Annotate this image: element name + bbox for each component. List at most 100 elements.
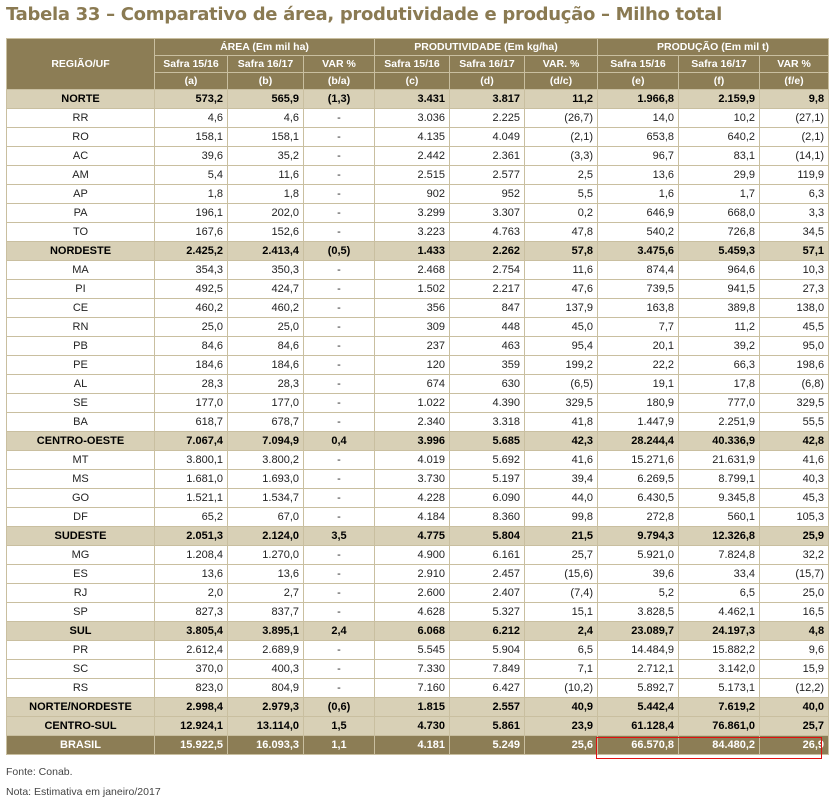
cell: 400,3: [227, 659, 304, 679]
header-letter-0: (a): [154, 72, 228, 90]
row-label: GO: [6, 488, 155, 508]
table-row-uf: RO 158,1 158,1-4.135 4.049 (2,1) 653,8 640,2 (2…: [6, 127, 830, 147]
cell: 20,1: [597, 336, 680, 356]
cell: 964,6: [678, 260, 761, 280]
row-label: MS: [6, 469, 155, 489]
row-label: ES: [6, 564, 155, 584]
cell: 11,2: [523, 89, 599, 109]
cell: 41,6: [759, 450, 830, 470]
cell: 2.612,4: [154, 640, 228, 660]
table-row-uf: AL 28,3 28,3-674 630 (6,5) 19,1 17,8 (6,8): [6, 374, 830, 394]
cell: 8.360: [449, 507, 525, 527]
cell: 2,4: [303, 621, 375, 641]
cell: -: [303, 393, 375, 413]
cell: 8.799,1: [678, 469, 761, 489]
cell: 25,0: [227, 317, 304, 337]
row-label: SUDESTE: [6, 526, 155, 546]
cell: -: [303, 659, 375, 679]
header-letter-8: (f/e): [759, 72, 830, 90]
cell: 6,5: [678, 583, 761, 603]
cell: 25,0: [759, 583, 830, 603]
header-group-production: PRODUÇÃO (Em mil t): [597, 38, 830, 56]
cell: 2,5: [523, 165, 599, 185]
cell: 96,7: [597, 146, 680, 166]
cell: 2.340: [374, 412, 450, 432]
cell: 167,6: [154, 222, 228, 242]
cell: 7.330: [374, 659, 450, 679]
cell: 329,5: [759, 393, 830, 413]
table-title: Tabela 33 – Comparativo de área, produti…: [6, 4, 722, 25]
header-sub-0: Safra 15/16: [154, 55, 228, 73]
cell: 119,9: [759, 165, 830, 185]
cell: 13,6: [154, 564, 228, 584]
cell: 2.557: [449, 697, 525, 717]
cell: 7,1: [523, 659, 599, 679]
cell: 540,2: [597, 222, 680, 242]
cell: 6.161: [449, 545, 525, 565]
cell: 1.433: [374, 241, 450, 261]
cell: 3.996: [374, 431, 450, 451]
cell: 7.824,8: [678, 545, 761, 565]
header-region: REGIÃO/UF: [6, 38, 155, 90]
table-row-uf: PE 184,6 184,6-120 359 199,2 22,2 66,3 198,6: [6, 355, 830, 375]
cell: 158,1: [154, 127, 228, 147]
cell: 460,2: [227, 298, 304, 318]
cell: 13.114,0: [227, 716, 304, 736]
cell: 2.998,4: [154, 697, 228, 717]
row-label: RN: [6, 317, 155, 337]
row-label: AP: [6, 184, 155, 204]
cell: 2.442: [374, 146, 450, 166]
cell: 1.447,9: [597, 412, 680, 432]
cell: 6,5: [523, 640, 599, 660]
cell: (2,1): [759, 127, 830, 147]
table-row-uf: PR 2.612,4 2.689,9-5.545 5.904 6,5 14.484,9 15…: [6, 640, 830, 660]
cell: 99,8: [523, 507, 599, 527]
cell: 5.249: [449, 735, 525, 755]
cell: 1,7: [678, 184, 761, 204]
cell: -: [303, 374, 375, 394]
cell: 6.430,5: [597, 488, 680, 508]
cell: 902: [374, 184, 450, 204]
cell: 2,7: [227, 583, 304, 603]
cell: 3.800,1: [154, 450, 228, 470]
cell: 9.345,8: [678, 488, 761, 508]
cell: -: [303, 469, 375, 489]
cell: 492,5: [154, 279, 228, 299]
table-row-uf: SP 827,3 837,7-4.628 5.327 15,1 3.828,5 4.462,…: [6, 602, 830, 622]
cell: 329,5: [523, 393, 599, 413]
cell: 47,8: [523, 222, 599, 242]
cell: 2.457: [449, 564, 525, 584]
cell: (2,1): [523, 127, 599, 147]
cell: -: [303, 317, 375, 337]
cell: 40,9: [523, 697, 599, 717]
cell: 45,5: [759, 317, 830, 337]
cell: -: [303, 412, 375, 432]
cell: 4.228: [374, 488, 450, 508]
cell: 40,3: [759, 469, 830, 489]
cell: 3.036: [374, 108, 450, 128]
cell: 1.022: [374, 393, 450, 413]
cell: (1,3): [303, 89, 375, 109]
cell: 5.459,3: [678, 241, 761, 261]
cell: 6.212: [449, 621, 525, 641]
cell: -: [303, 184, 375, 204]
cell: -: [303, 165, 375, 185]
cell: 47,6: [523, 279, 599, 299]
cell: (6,5): [523, 374, 599, 394]
cell: 35,2: [227, 146, 304, 166]
estimate-note: Nota: Estimativa em janeiro/2017: [6, 786, 161, 798]
row-label: BA: [6, 412, 155, 432]
cell: 5,4: [154, 165, 228, 185]
row-label: SE: [6, 393, 155, 413]
cell: 804,9: [227, 678, 304, 698]
cell: 2.217: [449, 279, 525, 299]
cell: 13,6: [597, 165, 680, 185]
cell: 2.124,0: [227, 526, 304, 546]
cell: 6.427: [449, 678, 525, 698]
cell: 180,9: [597, 393, 680, 413]
cell: 40,0: [759, 697, 830, 717]
cell: -: [303, 298, 375, 318]
row-label: AL: [6, 374, 155, 394]
cell: -: [303, 146, 375, 166]
cell: (12,2): [759, 678, 830, 698]
